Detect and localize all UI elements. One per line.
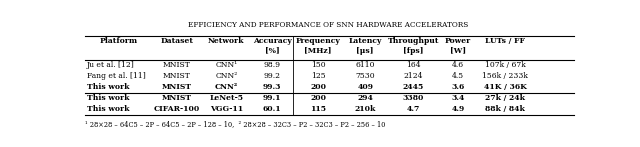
Text: 7530: 7530 — [355, 72, 375, 80]
Text: 156k / 233k: 156k / 233k — [483, 72, 528, 80]
Text: MNIST: MNIST — [163, 72, 191, 80]
Text: Fang et al. [11]: Fang et al. [11] — [87, 72, 146, 80]
Text: This work: This work — [87, 83, 129, 91]
Text: EFFICIENCY AND PERFORMANCE OF SNN HARDWARE ACCELERATORS: EFFICIENCY AND PERFORMANCE OF SNN HARDWA… — [188, 21, 468, 29]
Text: This work: This work — [87, 105, 129, 113]
Text: Platform: Platform — [99, 37, 138, 45]
Text: 294: 294 — [357, 94, 373, 102]
Text: CNN²: CNN² — [215, 72, 237, 80]
Text: 164: 164 — [406, 61, 421, 69]
Text: 2124: 2124 — [404, 72, 423, 80]
Text: MNIST: MNIST — [162, 83, 192, 91]
Text: 99.2: 99.2 — [264, 72, 281, 80]
Text: 3380: 3380 — [403, 94, 424, 102]
Text: 150: 150 — [311, 61, 325, 69]
Text: 41K / 36K: 41K / 36K — [484, 83, 527, 91]
Text: MNIST: MNIST — [162, 94, 192, 102]
Text: 200: 200 — [310, 94, 326, 102]
Text: 4.5: 4.5 — [452, 72, 464, 80]
Text: 88k / 84k: 88k / 84k — [485, 105, 525, 113]
Text: CIFAR-100: CIFAR-100 — [154, 105, 200, 113]
Text: 125: 125 — [311, 72, 325, 80]
Text: Accuracy
[%]: Accuracy [%] — [253, 37, 292, 55]
Text: 210k: 210k — [355, 105, 376, 113]
Text: Throughput
[fps]: Throughput [fps] — [388, 37, 439, 55]
Text: 99.3: 99.3 — [263, 83, 282, 91]
Text: CNN²: CNN² — [214, 83, 238, 91]
Text: LUTs / FF: LUTs / FF — [485, 37, 525, 45]
Text: Latency
[μs]: Latency [μs] — [349, 37, 382, 55]
Text: Network: Network — [208, 37, 244, 45]
Text: 2445: 2445 — [403, 83, 424, 91]
Text: Ju et al. [12]: Ju et al. [12] — [87, 61, 134, 69]
Text: 4.6: 4.6 — [452, 61, 464, 69]
Text: VGG-11: VGG-11 — [210, 105, 243, 113]
Text: Power
[W]: Power [W] — [445, 37, 471, 55]
Text: MNIST: MNIST — [163, 61, 191, 69]
Text: 27k / 24k: 27k / 24k — [485, 94, 525, 102]
Text: 115: 115 — [310, 105, 326, 113]
Text: LeNet-5: LeNet-5 — [209, 94, 243, 102]
Text: 98.9: 98.9 — [264, 61, 281, 69]
Text: 4.9: 4.9 — [452, 105, 465, 113]
Text: ¹ 28×28 – 64C5 – 2P – 64C5 – 2P – 128 – 10,  ² 28×28 – 32C3 – P2 – 32C3 – P2 – 2: ¹ 28×28 – 64C5 – 2P – 64C5 – 2P – 128 – … — [85, 121, 385, 129]
Text: 107k / 67k: 107k / 67k — [485, 61, 525, 69]
Text: CNN¹: CNN¹ — [215, 61, 237, 69]
Text: 409: 409 — [357, 83, 373, 91]
Text: 3.6: 3.6 — [452, 83, 465, 91]
Text: This work: This work — [87, 94, 129, 102]
Text: 4.7: 4.7 — [407, 105, 420, 113]
Text: Frequency
[MHz]: Frequency [MHz] — [296, 37, 340, 55]
Text: Dataset: Dataset — [160, 37, 193, 45]
Text: 3.4: 3.4 — [451, 94, 465, 102]
Text: 6110: 6110 — [355, 61, 375, 69]
Text: 99.1: 99.1 — [263, 94, 282, 102]
Text: 200: 200 — [310, 83, 326, 91]
Text: 60.1: 60.1 — [263, 105, 282, 113]
